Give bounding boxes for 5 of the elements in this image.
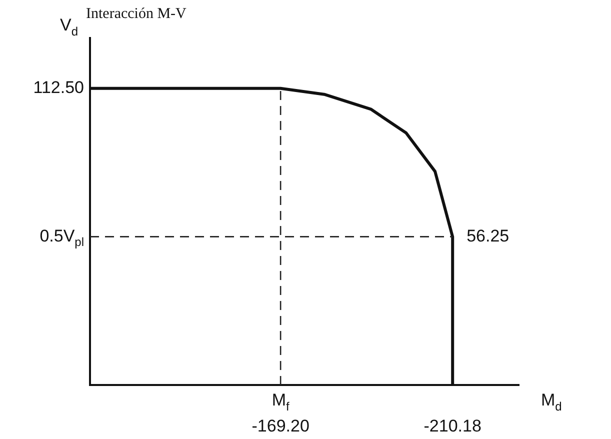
chart-title: Interacción M-V [86,6,187,22]
x-tick-label: -210.18 [424,416,482,436]
annotation: 56.25 [466,226,510,246]
annotation: 112.50 [33,78,84,98]
x-tick-label: -169.20 [252,416,310,436]
